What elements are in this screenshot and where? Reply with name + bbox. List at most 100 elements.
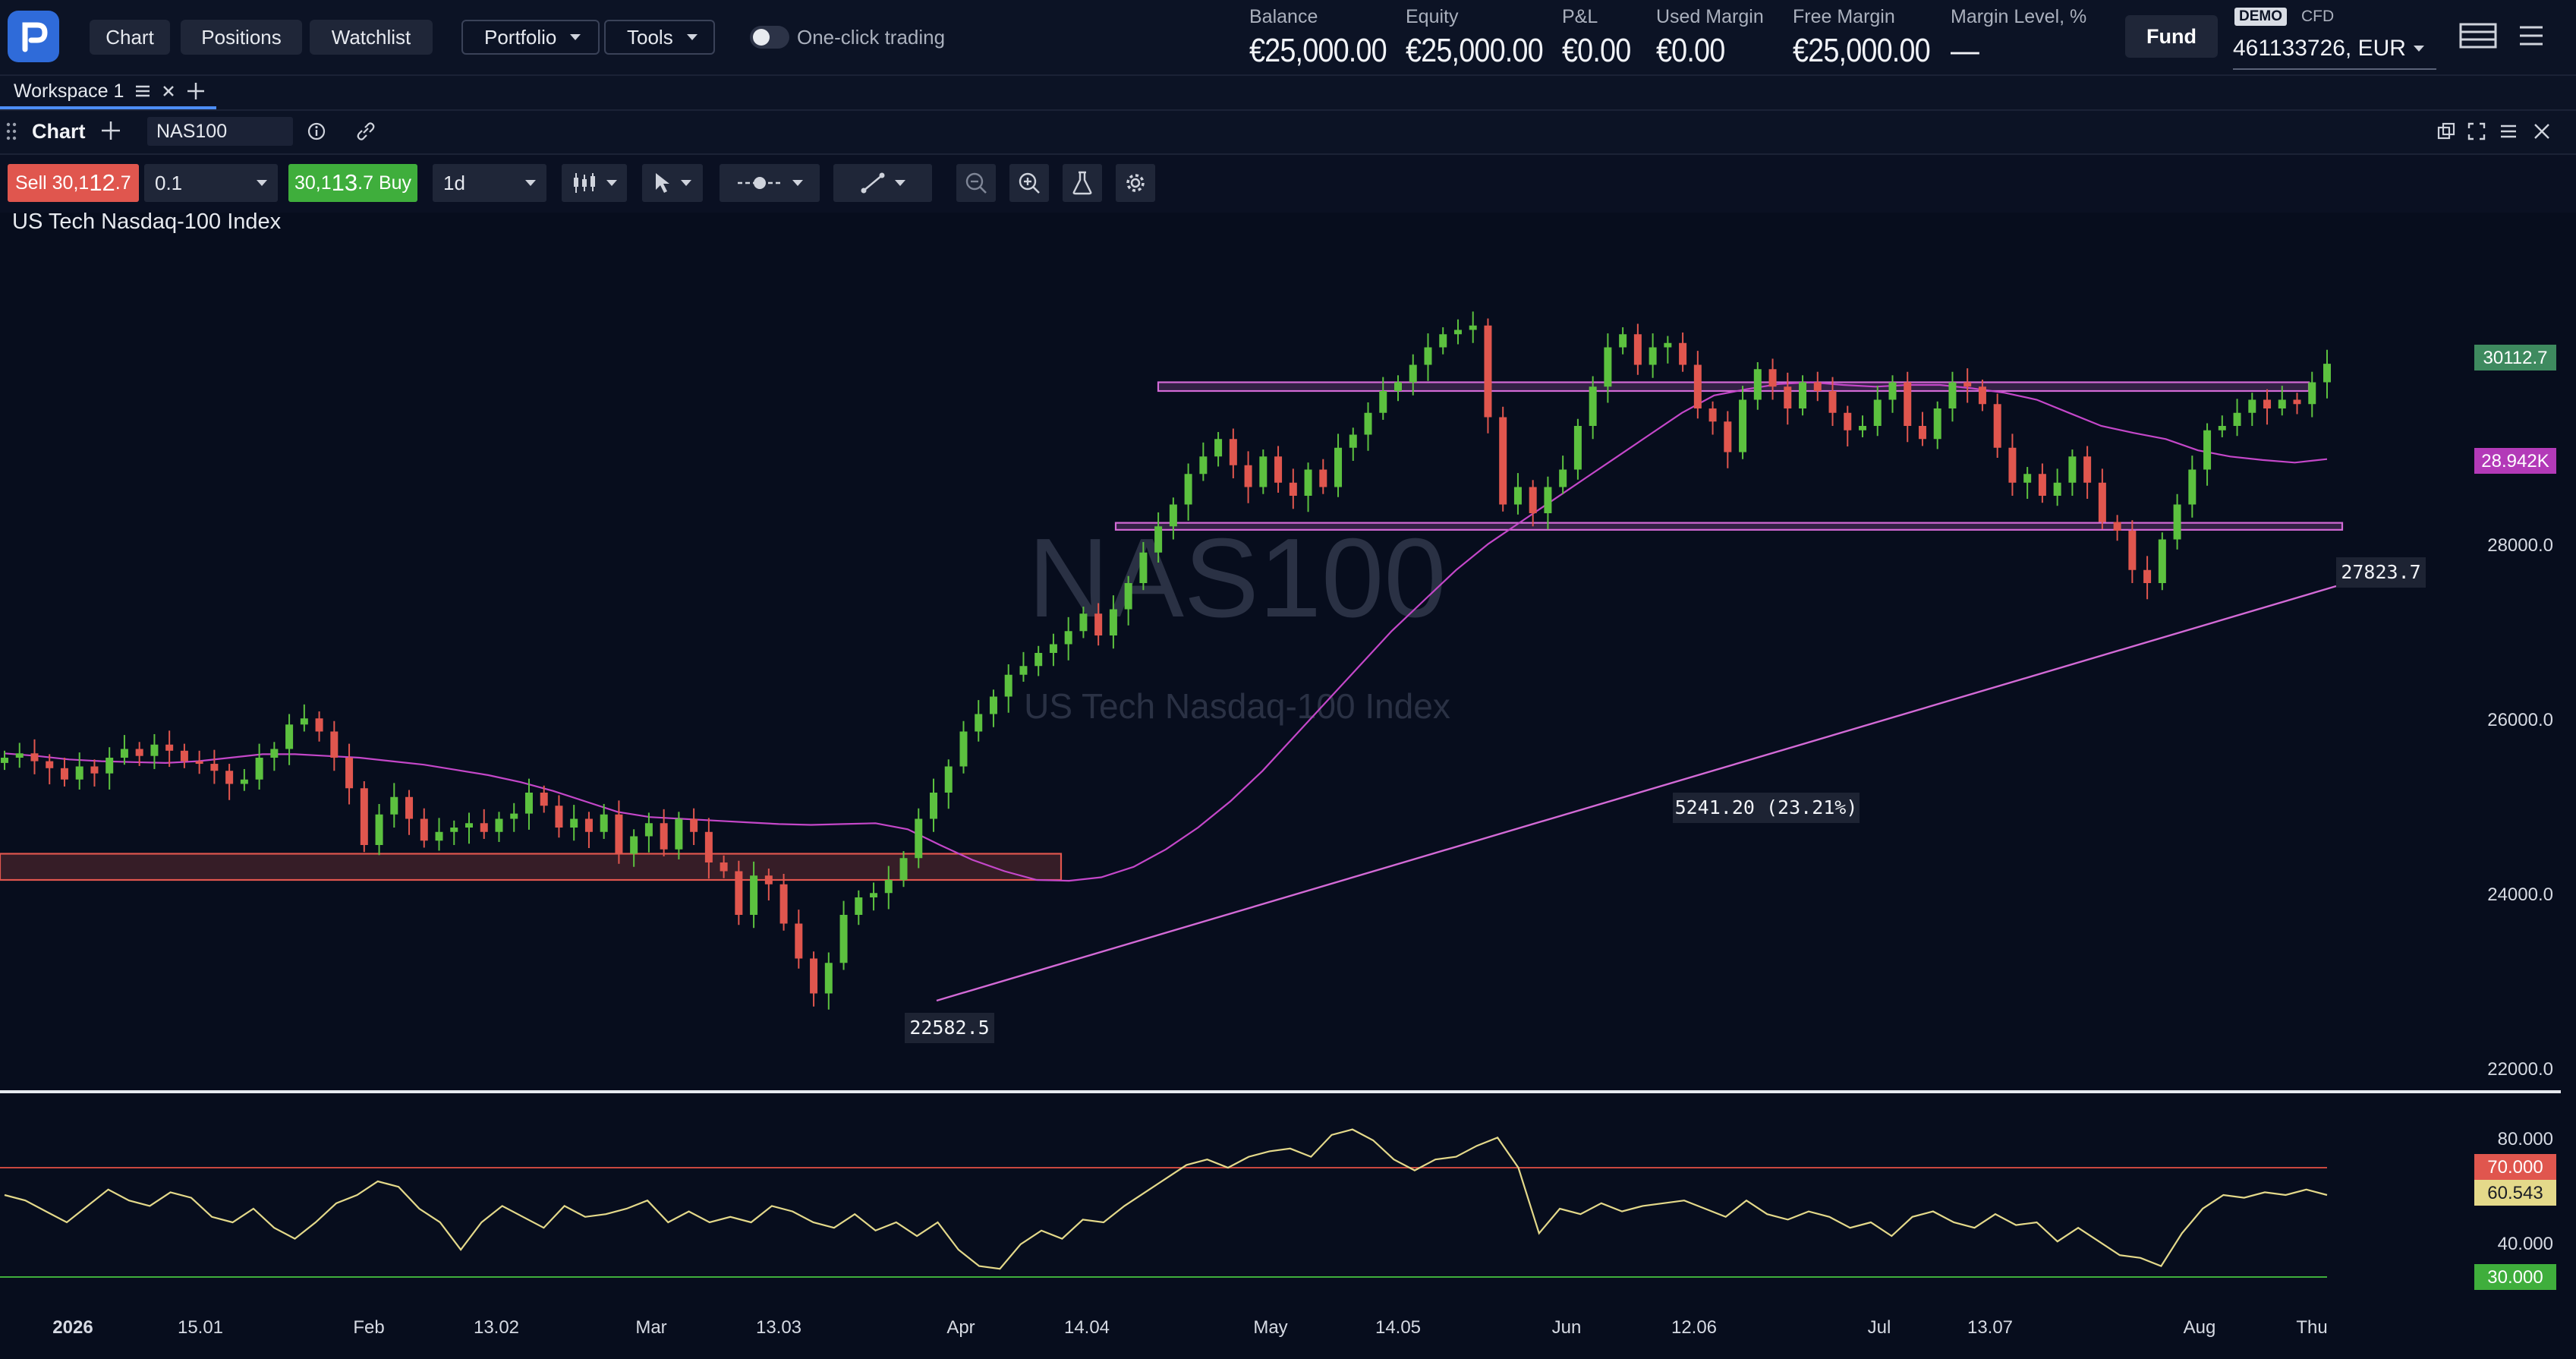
- chevron-down-icon: [525, 180, 536, 186]
- quantity-select[interactable]: 0.1: [144, 164, 278, 202]
- candle-body: [1304, 469, 1312, 496]
- trendline[interactable]: [936, 585, 2337, 1002]
- time-tick: 14.05: [1375, 1317, 1421, 1338]
- add-chart-icon[interactable]: [100, 120, 121, 145]
- candle-body: [1604, 347, 1612, 387]
- logo-icon[interactable]: [8, 11, 59, 62]
- horizontal-line-tool-button[interactable]: [720, 164, 820, 202]
- workspace-tab[interactable]: Workspace 1: [0, 76, 217, 109]
- trendline-icon: [861, 172, 885, 194]
- candle-body: [1409, 364, 1417, 383]
- buy-price-big: 13: [331, 169, 358, 196]
- time-axis[interactable]: 2026 15.01 Feb 13.02 Mar 13.03 Apr 14.04 May 14.0…: [52, 1317, 2327, 1338]
- fullscreen-icon[interactable]: [2467, 121, 2486, 145]
- price-tick: 28000.0: [2487, 535, 2553, 556]
- symbol-input[interactable]: [147, 117, 293, 146]
- candle-body: [1154, 526, 1163, 553]
- candle-body: [2188, 469, 2197, 505]
- buy-button[interactable]: 30,1 13.7 Buy: [288, 164, 418, 202]
- zoom-in-button[interactable]: [1009, 164, 1049, 202]
- candle-body: [959, 731, 968, 767]
- candle-body: [930, 793, 937, 819]
- layout-icon[interactable]: [2459, 23, 2497, 52]
- sell-button[interactable]: Sell 30,1 12.7: [8, 164, 139, 202]
- settings-button[interactable]: [1116, 164, 1155, 202]
- fund-button[interactable]: Fund: [2125, 15, 2218, 58]
- trendline-tool-button[interactable]: [833, 164, 932, 202]
- nav-positions[interactable]: Positions: [181, 20, 302, 55]
- candle-body: [899, 858, 908, 880]
- candle-body: [2023, 474, 2032, 483]
- nav-chart[interactable]: Chart: [90, 20, 170, 55]
- candle-body: [195, 761, 203, 765]
- candle-body: [2323, 364, 2331, 383]
- one-click-label: One-click trading: [797, 26, 946, 49]
- tools-dropdown[interactable]: Tools: [604, 20, 715, 55]
- close-icon[interactable]: [162, 84, 175, 98]
- candle-body: [1214, 439, 1223, 457]
- candle-body: [810, 958, 818, 994]
- rsi-current-tag: 60.543: [2487, 1183, 2543, 1203]
- candle-body: [2278, 399, 2286, 408]
- candle-body: [2008, 447, 2017, 483]
- candle-body: [1559, 469, 1567, 487]
- candles-icon: [574, 173, 595, 193]
- rsi-lower-tag: 30.000: [2487, 1267, 2543, 1288]
- indicators-button[interactable]: [1063, 164, 1102, 202]
- ma-value-tag: 28.942K: [2481, 451, 2549, 471]
- list-icon[interactable]: [134, 84, 151, 99]
- margin-level-value: —: [1951, 32, 1979, 69]
- gear-icon: [1126, 174, 1145, 192]
- candle-body: [465, 823, 473, 828]
- candle-body: [944, 766, 953, 793]
- candle-body: [1904, 382, 1912, 426]
- time-tick: May: [1253, 1317, 1287, 1338]
- measure-label: 5241.20 (23.21%): [1675, 796, 1858, 818]
- info-icon[interactable]: [307, 121, 326, 145]
- timeframe-select[interactable]: 1d: [433, 164, 546, 202]
- account-selector[interactable]: 461133726, EUR: [2233, 29, 2436, 70]
- candle-body: [1364, 412, 1372, 435]
- candle-body: [225, 771, 234, 784]
- one-click-toggle[interactable]: [750, 26, 789, 49]
- buy-price-main: 30,1: [294, 172, 332, 194]
- zoom-in-icon: [1019, 172, 1040, 194]
- add-workspace-icon[interactable]: [186, 81, 206, 101]
- menu-icon[interactable]: [2518, 24, 2544, 51]
- rsi-layer: [4, 1128, 2328, 1270]
- candle-body: [2293, 399, 2301, 405]
- popout-icon[interactable]: [2436, 121, 2456, 145]
- candle-body: [300, 718, 308, 725]
- trendline-end-label: 27823.7: [2341, 561, 2420, 583]
- zoom-out-button[interactable]: [956, 164, 996, 202]
- candle-body: [495, 818, 503, 832]
- candle-body: [1739, 399, 1747, 452]
- time-tick: 13.03: [756, 1317, 801, 1338]
- panel-menu-icon[interactable]: [2499, 121, 2518, 145]
- nav-watchlist[interactable]: Watchlist: [310, 20, 433, 55]
- candle-body: [1859, 426, 1866, 430]
- candle-body: [405, 796, 414, 819]
- drag-handle-icon[interactable]: [6, 121, 17, 145]
- price-chart[interactable]: NAS100 US Tech Nasdaq-100 Index 5241.20 …: [0, 214, 2576, 1359]
- chart-type-button[interactable]: [562, 164, 627, 202]
- zone-box: [0, 853, 1063, 881]
- watermark-symbol: NAS100: [1028, 516, 1446, 641]
- cursor-tool-button[interactable]: [642, 164, 703, 202]
- link-icon[interactable]: [355, 121, 376, 145]
- zoom-out-icon: [965, 172, 987, 194]
- candle-body: [915, 818, 923, 859]
- candle-body: [420, 818, 428, 841]
- price-axis[interactable]: 28000.0 26000.0 24000.0 22000.0: [2487, 535, 2553, 1080]
- candle-body: [75, 766, 83, 780]
- candle-body: [2038, 474, 2046, 496]
- candle-body: [1424, 347, 1432, 365]
- portfolio-dropdown[interactable]: Portfolio: [461, 20, 600, 55]
- candle-body: [2113, 522, 2121, 531]
- candle-body: [1948, 382, 1957, 408]
- sell-label: Sell: [15, 172, 47, 194]
- close-panel-icon[interactable]: [2532, 121, 2552, 145]
- chevron-down-icon: [895, 180, 905, 186]
- candle-body: [15, 753, 24, 758]
- candle-body: [2233, 412, 2241, 426]
